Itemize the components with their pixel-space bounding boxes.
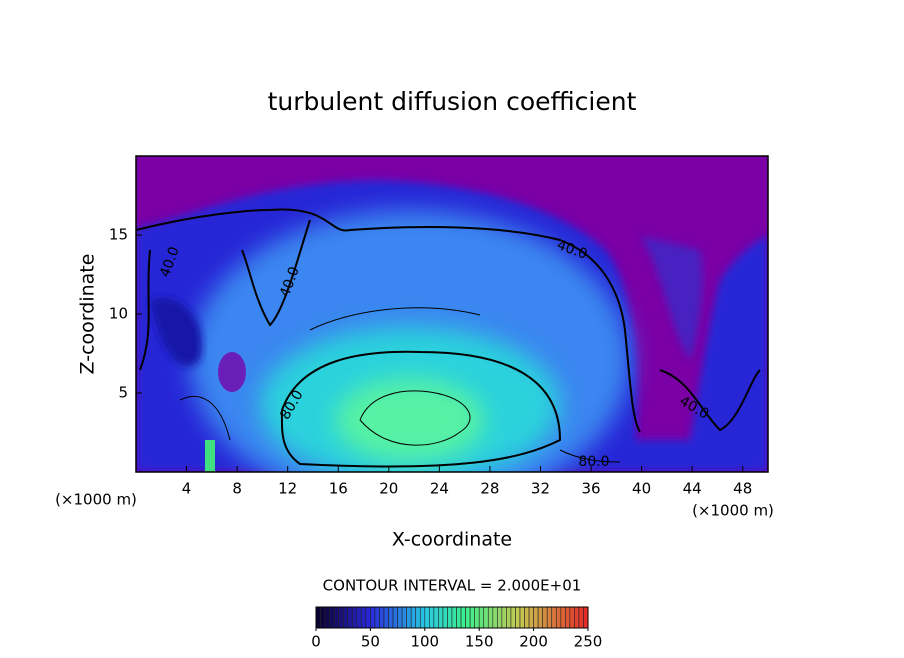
colorbar-swatch xyxy=(506,606,512,629)
x-tick-label: 36 xyxy=(581,480,600,498)
colorbar-swatch xyxy=(433,606,439,629)
colorbar-swatch xyxy=(429,606,435,629)
colorbar-swatch xyxy=(415,606,421,629)
x-tick-label: 8 xyxy=(232,480,242,498)
colorbar-swatch xyxy=(565,606,571,629)
colorbar-swatch xyxy=(456,606,462,629)
colorbar-swatch xyxy=(315,606,321,629)
colorbar-swatch xyxy=(370,606,376,629)
x-tick-label: 32 xyxy=(531,480,550,498)
colorbar-swatch xyxy=(351,606,358,629)
colorbar-swatch xyxy=(438,606,444,629)
colorbar-swatch xyxy=(578,606,584,629)
x-tick-label: 12 xyxy=(278,480,297,498)
colorbar-swatch xyxy=(474,606,480,629)
colorbar-swatch xyxy=(447,606,453,629)
colorbar-swatch xyxy=(515,606,521,629)
field xyxy=(136,156,768,472)
colorbar-swatch xyxy=(528,606,534,629)
colorbar-swatch xyxy=(551,606,557,629)
colorbar-swatch xyxy=(406,606,412,629)
colorbar-tick-label: 100 xyxy=(410,633,439,651)
colorbar-swatch xyxy=(365,606,371,629)
colorbar-swatch xyxy=(560,606,566,629)
x-unit-label: (×1000 m) xyxy=(55,491,137,509)
contour-interval: CONTOUR INTERVAL = 2.000E+01 xyxy=(323,577,582,595)
colorbar-swatch xyxy=(397,606,403,629)
colorbar-swatch xyxy=(342,606,349,629)
colorbar-frame xyxy=(315,606,589,629)
colorbar-swatch xyxy=(546,606,553,629)
colorbar-swatch xyxy=(347,606,353,629)
colorbar-swatch xyxy=(324,606,330,629)
colorbar-swatch xyxy=(501,606,507,629)
colorbar-swatch xyxy=(542,606,548,629)
colorbar-swatch xyxy=(519,606,525,629)
x-tick-label: 40 xyxy=(632,480,651,498)
colorbar-swatch xyxy=(487,606,494,629)
colorbar-swatch xyxy=(388,606,394,629)
colorbar-swatch xyxy=(478,606,485,629)
colorbar-swatch xyxy=(424,606,430,629)
colorbar-tick-label: 0 xyxy=(311,633,321,651)
x-tick-label: 20 xyxy=(379,480,398,498)
colorbar-swatch xyxy=(492,606,498,629)
x-tick-label: 44 xyxy=(683,480,702,498)
colorbar-swatch xyxy=(442,606,448,629)
colorbar-swatch xyxy=(392,606,398,629)
x-tick-label: 16 xyxy=(329,480,348,498)
contour-label: 80.0 xyxy=(578,454,609,470)
colorbar-tick-label: 150 xyxy=(465,633,494,651)
colorbar-swatch xyxy=(356,606,362,629)
colorbar-swatch xyxy=(537,606,543,629)
colorbar-swatch xyxy=(361,606,367,629)
colorbar-swatch xyxy=(555,606,562,629)
colorbar-swatch xyxy=(401,606,407,629)
colorbar-tick-label: 50 xyxy=(361,633,380,651)
colorbar-swatch xyxy=(465,606,471,629)
y-tick-label: 10 xyxy=(109,305,128,323)
colorbar-swatch xyxy=(574,606,580,629)
colorbar-swatch xyxy=(374,606,380,629)
colorbar-swatch xyxy=(333,606,339,629)
x-tick-label: 4 xyxy=(182,480,192,498)
colorbar-swatch xyxy=(469,606,475,629)
colorbar-swatch xyxy=(569,606,575,629)
y-tick-label: 5 xyxy=(118,384,128,402)
colorbar-swatch xyxy=(533,606,539,629)
colorbar-swatch xyxy=(510,606,516,629)
chart-title: turbulent diffusion coefficient xyxy=(268,87,637,116)
colorbar-swatch xyxy=(460,606,466,629)
colorbar-tick-label: 250 xyxy=(574,633,603,651)
y-axis-label: Z-coordinate xyxy=(77,254,99,375)
x-tick-label: 28 xyxy=(480,480,499,498)
colorbar-swatch xyxy=(451,606,457,629)
x-axis-label: X-coordinate xyxy=(392,529,512,551)
colorbar-swatch xyxy=(583,606,589,629)
x-tick-label: 24 xyxy=(430,480,449,498)
colorbar-swatch xyxy=(320,606,326,629)
colorbar-swatch xyxy=(383,606,389,629)
colorbar-swatch xyxy=(338,606,344,629)
colorbar-swatch xyxy=(410,606,417,629)
colorbar-swatch xyxy=(524,606,530,629)
colorbar-swatch xyxy=(483,606,489,629)
x-tick-label: 48 xyxy=(733,480,752,498)
colorbar-tick-label: 200 xyxy=(519,633,548,651)
colorbar-swatch xyxy=(497,606,503,629)
colorbar-swatch xyxy=(379,606,385,629)
y-tick-label: 15 xyxy=(109,226,128,244)
colorbar-swatch xyxy=(329,606,335,629)
x-unit-label: (×1000 m) xyxy=(692,502,774,520)
colorbar-swatch xyxy=(419,606,426,629)
